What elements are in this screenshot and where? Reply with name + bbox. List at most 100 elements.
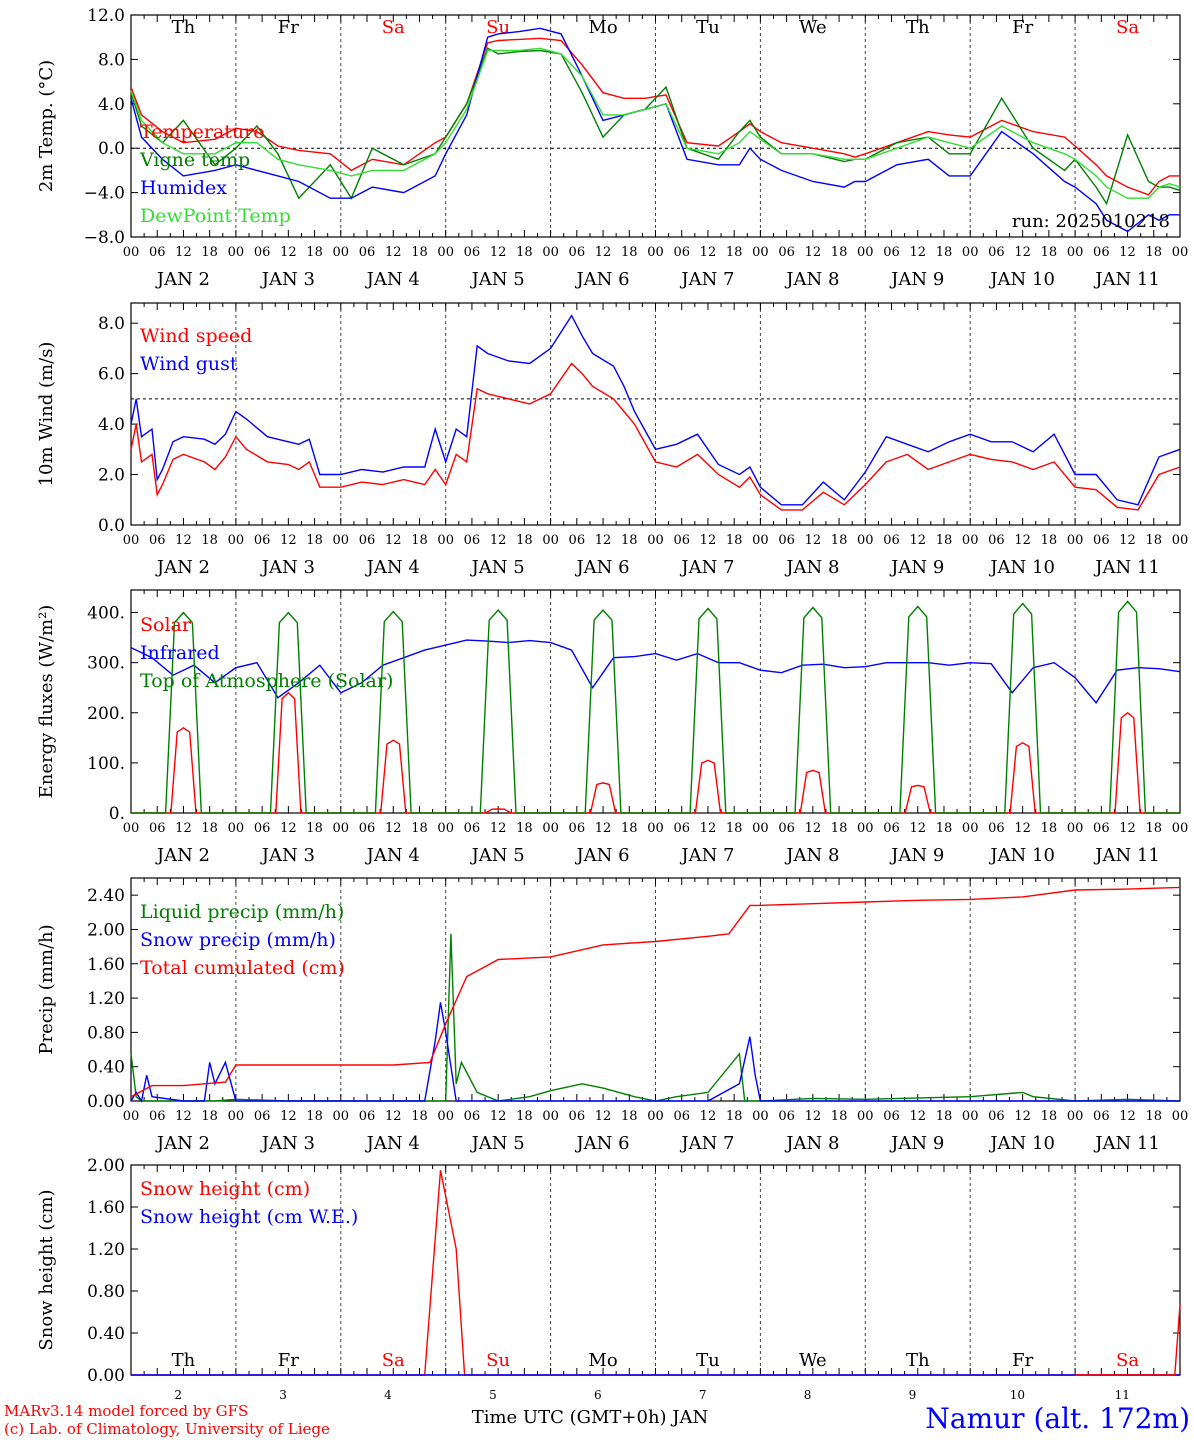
- snow-day-number: 3: [279, 1388, 287, 1402]
- snow-weekday-label: Sa: [382, 1350, 405, 1371]
- temp-legend-entry: Humidex: [140, 177, 227, 199]
- precip-hour-label: 12: [595, 1109, 612, 1124]
- temp-y-tick-label: 12.0: [87, 6, 125, 26]
- wind-hour-label: 06: [464, 533, 481, 548]
- precip-date-label: JAN 4: [365, 1133, 420, 1154]
- temp-hour-label: 12: [1119, 245, 1136, 260]
- wind-hour-label: 06: [569, 533, 586, 548]
- wind-hour-label: 00: [542, 533, 559, 548]
- energy-hour-label: 06: [149, 821, 166, 836]
- energy-date-label: JAN 4: [365, 845, 420, 866]
- temp-hour-label: 06: [149, 245, 166, 260]
- snow-y-tick-label: 1.60: [87, 1198, 125, 1218]
- energy-hour-label: 00: [1067, 821, 1084, 836]
- precip-y-tick-label: 0.40: [87, 1058, 125, 1078]
- temp-hour-label: 06: [673, 245, 690, 260]
- precip-y-tick-label: 1.60: [87, 955, 125, 975]
- wind-hour-label: 12: [490, 533, 507, 548]
- snow-y-tick-label: 0.40: [87, 1324, 125, 1344]
- wind-hour-label: 18: [936, 533, 953, 548]
- energy-date-label: JAN 2: [155, 845, 210, 866]
- station-name: Namur (alt. 172m): [925, 1402, 1190, 1435]
- temp-hour-label: 18: [411, 245, 428, 260]
- precip-hour-label: 18: [306, 1109, 323, 1124]
- wind-y-tick-label: 6.0: [98, 365, 125, 385]
- temp-weekday-label: Th: [172, 17, 196, 38]
- temp-hour-label: 18: [831, 245, 848, 260]
- temp-hour-label: 12: [280, 245, 297, 260]
- energy-hour-label: 12: [700, 821, 717, 836]
- energy-hour-label: 06: [673, 821, 690, 836]
- wind-hour-label: 06: [254, 533, 271, 548]
- energy-hour-label: 12: [595, 821, 612, 836]
- temp-hour-label: 00: [333, 245, 350, 260]
- snow-y-tick-label: 1.20: [87, 1240, 125, 1260]
- temp-series-dewpoint-temp: [130, 47, 1181, 199]
- energy-hour-label: 06: [988, 821, 1005, 836]
- precip-hour-label: 06: [988, 1109, 1005, 1124]
- wind-hour-label: 06: [149, 533, 166, 548]
- wind-hour-label: 18: [306, 533, 323, 548]
- wind-hour-label: 00: [752, 533, 769, 548]
- snow-weekday-label: Sa: [1116, 1350, 1139, 1371]
- temp-hour-label: 06: [254, 245, 271, 260]
- energy-hour-label: 06: [254, 821, 271, 836]
- snow-weekday-label: Tu: [696, 1350, 720, 1371]
- energy-hour-label: 18: [411, 821, 428, 836]
- wind-series-wind-gust: [130, 314, 1181, 506]
- snow-day-number: 4: [384, 1388, 392, 1402]
- temp-hour-label: 00: [857, 245, 874, 260]
- temp-hour-label: 00: [123, 245, 140, 260]
- temp-date-label: JAN 8: [784, 269, 839, 290]
- temp-series-temperature: [130, 37, 1180, 196]
- temp-hour-label: 00: [1067, 245, 1084, 260]
- precip-y-tick-label: 2.00: [87, 920, 125, 940]
- energy-hour-label: 18: [831, 821, 848, 836]
- precip-hour-label: 18: [621, 1109, 638, 1124]
- snow-legend-entry: Snow height (cm W.E.): [140, 1206, 358, 1228]
- snow-weekday-label: Mo: [588, 1350, 617, 1371]
- snow-day-number: 10: [1010, 1388, 1025, 1402]
- precip-hour-label: 06: [464, 1109, 481, 1124]
- energy-hour-label: 12: [385, 821, 402, 836]
- wind-hour-label: 12: [385, 533, 402, 548]
- energy-hour-label: 00: [857, 821, 874, 836]
- energy-date-label: JAN 9: [889, 845, 944, 866]
- energy-hour-label: 18: [936, 821, 953, 836]
- temp-date-label: JAN 11: [1093, 269, 1160, 290]
- wind-hour-label: 00: [333, 533, 350, 548]
- precip-date-label: JAN 2: [155, 1133, 210, 1154]
- temp-hour-label: 18: [516, 245, 533, 260]
- temp-hour-label: 12: [805, 245, 822, 260]
- wind-y-axis-label: 10m Wind (m/s): [36, 342, 57, 487]
- precip-y-tick-label: 1.20: [87, 989, 125, 1009]
- temp-hour-label: 12: [1014, 245, 1031, 260]
- temp-date-label: JAN 3: [260, 269, 315, 290]
- precip-series-snow-precip-mm-h-: [130, 1002, 1180, 1103]
- temp-hour-label: 00: [647, 245, 664, 260]
- snow-y-tick-label: 2.00: [87, 1156, 125, 1176]
- run-label: run: 2025010218: [1012, 211, 1170, 232]
- snow-weekday-label: Th: [906, 1350, 930, 1371]
- snow-day-number: 7: [699, 1388, 707, 1402]
- temp-weekday-label: Mo: [588, 17, 617, 38]
- temp-hour-label: 12: [700, 245, 717, 260]
- temp-hour-label: 00: [962, 245, 979, 260]
- energy-hour-label: 06: [1093, 821, 1110, 836]
- snow-day-number: 2: [174, 1388, 182, 1402]
- snow-y-tick-label: 0.80: [87, 1282, 125, 1302]
- temp-date-label: JAN 10: [988, 269, 1055, 290]
- wind-hour-label: 00: [857, 533, 874, 548]
- precip-hour-label: 00: [752, 1109, 769, 1124]
- precip-hour-label: 06: [1093, 1109, 1110, 1124]
- energy-date-label: JAN 10: [988, 845, 1055, 866]
- wind-hour-label: 00: [1172, 533, 1189, 548]
- snow-weekday-label: Fr: [278, 1350, 299, 1371]
- wind-hour-label: 06: [359, 533, 376, 548]
- precip-hour-label: 06: [254, 1109, 271, 1124]
- precip-hour-label: 00: [647, 1109, 664, 1124]
- temp-hour-label: 12: [595, 245, 612, 260]
- wind-hour-label: 00: [647, 533, 664, 548]
- energy-y-tick-label: 400.: [87, 604, 125, 624]
- energy-date-label: JAN 6: [574, 845, 629, 866]
